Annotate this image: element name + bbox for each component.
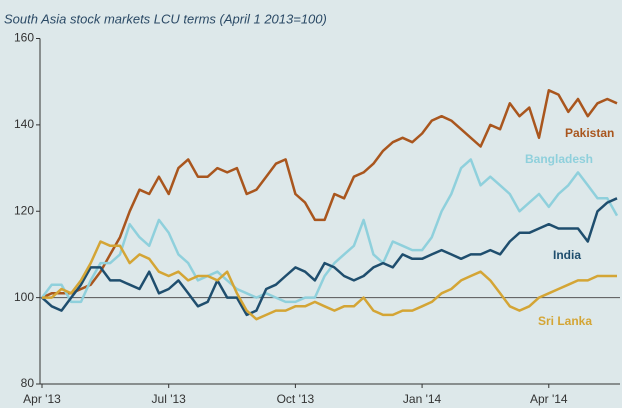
series-label: India [553, 248, 581, 262]
chart-title: South Asia stock markets LCU terms (Apri… [4, 11, 327, 26]
y-tick-label: 140 [14, 117, 34, 131]
series-line [41, 197, 618, 317]
x-tick-label: Apr '14 [530, 392, 568, 406]
x-tick-label: Jul '13 [152, 392, 187, 406]
y-tick-label: 100 [14, 290, 34, 304]
series-line [41, 158, 619, 304]
series-line [42, 240, 617, 321]
series-label: Sri Lanka [538, 314, 592, 328]
series-line [41, 89, 618, 299]
y-tick-label: 160 [14, 31, 34, 45]
y-tick-label: 120 [14, 203, 34, 217]
x-tick-label: Jan '14 [403, 392, 442, 406]
x-tick-label: Apr '13 [23, 392, 61, 406]
y-tick-label: 80 [21, 376, 35, 390]
series-label: Pakistan [565, 126, 614, 140]
x-tick-label: Oct '13 [277, 392, 315, 406]
series-label: Bangladesh [525, 152, 593, 166]
